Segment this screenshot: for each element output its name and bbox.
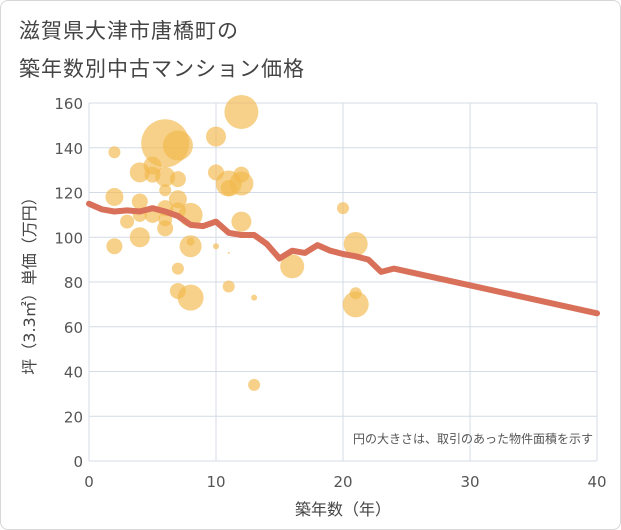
scatter-point: [129, 227, 150, 248]
scatter-point: [168, 190, 187, 209]
chart-title-line2: 築年数別中古マンション価格: [19, 57, 305, 81]
scatter-point: [231, 211, 252, 232]
y-tick-label: 60: [64, 319, 83, 337]
scatter-point: [224, 94, 259, 129]
y-tick-label: 120: [54, 185, 83, 203]
scatter-point: [157, 220, 174, 237]
scatter-point: [120, 214, 135, 229]
scatter-point: [159, 184, 172, 197]
y-tick-label: 140: [54, 140, 83, 158]
scatter-point: [229, 171, 254, 196]
y-tick-label: 160: [54, 95, 83, 113]
scatter-point: [343, 231, 368, 256]
scatter-point: [337, 202, 349, 215]
scatter-point: [179, 235, 202, 258]
y-tick-label: 40: [64, 364, 83, 382]
scatter-point: [280, 254, 305, 279]
scatter-point: [162, 130, 193, 161]
scatter-point: [213, 243, 219, 250]
y-tick-label: 20: [64, 408, 83, 426]
x-tick-label: 30: [460, 473, 479, 491]
scatter-point: [251, 294, 258, 301]
scatter-point: [169, 171, 186, 188]
scatter-point: [155, 166, 176, 187]
scatter-point: [177, 284, 204, 311]
y-tick-label: 0: [73, 453, 83, 471]
scatter-point: [248, 378, 261, 391]
y-tick-labels: 0 20 40 60 80 100 120 140 160: [54, 95, 83, 471]
scatter-point: [108, 146, 121, 159]
scatter-point: [222, 280, 235, 293]
x-tick-label: 0: [84, 473, 94, 491]
scatter-point: [105, 187, 124, 206]
scatter-point: [342, 291, 369, 318]
x-tick-label: 10: [206, 473, 225, 491]
scatter-point: [131, 193, 148, 210]
scatter-point: [106, 238, 123, 255]
x-axis-label: 築年数（年）: [295, 500, 391, 519]
grid-lines: [88, 102, 598, 462]
size-annotation: 円の大きさは、取引のあった物件面積を示す: [353, 431, 593, 446]
y-tick-label: 80: [64, 274, 83, 292]
scatter-point: [227, 251, 230, 254]
bubble-layer: [105, 94, 369, 391]
scatter-point: [171, 262, 184, 275]
chart-title-line1: 滋賀県大津市唐橋町の: [19, 19, 239, 43]
x-tick-labels: 0 10 20 30 40: [84, 473, 606, 491]
trend-line: [86, 200, 600, 317]
scatter-point: [206, 126, 226, 147]
y-axis-label: 坪（3.3㎡）単価（万円）: [20, 189, 39, 374]
x-tick-label: 40: [587, 473, 606, 491]
y-tick-label: 100: [54, 229, 83, 247]
x-tick-label: 20: [333, 473, 352, 491]
